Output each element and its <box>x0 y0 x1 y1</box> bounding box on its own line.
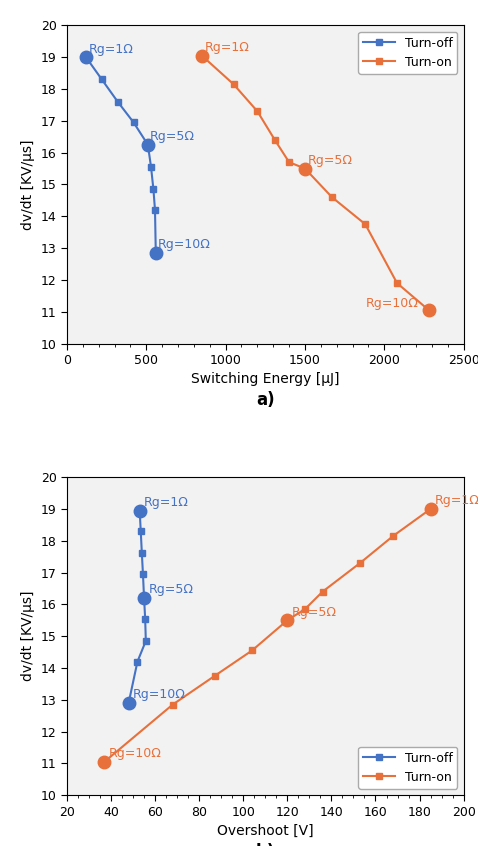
Turn-on <box>320 586 326 596</box>
Text: Rg=1Ω: Rg=1Ω <box>89 42 134 56</box>
Text: Rg=1Ω: Rg=1Ω <box>205 41 250 54</box>
Turn-off <box>148 162 154 172</box>
Text: Rg=10Ω: Rg=10Ω <box>365 297 418 310</box>
Turn-on <box>302 604 308 614</box>
Turn-off <box>99 74 105 85</box>
Line: Turn-on: Turn-on <box>199 52 432 313</box>
Turn-on <box>286 157 292 168</box>
Turn-on <box>426 305 432 316</box>
Turn-off <box>137 505 142 515</box>
Turn-on <box>362 219 368 229</box>
Turn-on <box>231 80 237 90</box>
Turn-off <box>143 636 149 646</box>
Turn-on <box>101 757 107 767</box>
Turn-on <box>272 135 278 145</box>
Turn-on <box>390 531 396 541</box>
Turn-on <box>302 163 308 173</box>
Turn-on <box>212 671 217 681</box>
Legend: Turn-off, Turn-on: Turn-off, Turn-on <box>358 31 457 74</box>
Text: Rg=1Ω: Rg=1Ω <box>144 496 189 509</box>
Turn-off <box>130 118 136 128</box>
Line: Turn-off: Turn-off <box>126 508 149 706</box>
X-axis label: Overshoot [V]: Overshoot [V] <box>217 824 314 838</box>
Line: Turn-on: Turn-on <box>102 506 434 765</box>
Turn-on <box>428 504 434 514</box>
Turn-on <box>199 51 205 61</box>
Turn-on <box>249 645 255 656</box>
Turn-on <box>394 278 400 288</box>
Turn-off <box>153 248 159 258</box>
Turn-off <box>141 593 147 603</box>
Line: Turn-off: Turn-off <box>83 54 159 255</box>
Turn-off <box>115 96 120 107</box>
Turn-on <box>329 192 335 202</box>
Turn-off <box>126 698 131 708</box>
Text: Rg=5Ω: Rg=5Ω <box>150 130 195 143</box>
Text: Rg=5Ω: Rg=5Ω <box>308 154 353 167</box>
Turn-on <box>170 700 175 710</box>
X-axis label: Switching Energy [μJ]: Switching Energy [μJ] <box>191 372 339 387</box>
Y-axis label: dv/dt [KV/μs]: dv/dt [KV/μs] <box>21 140 35 230</box>
Legend: Turn-off, Turn-on: Turn-off, Turn-on <box>358 747 457 789</box>
Turn-off <box>83 52 89 63</box>
Turn-off <box>151 184 156 195</box>
Turn-off <box>135 656 141 667</box>
Turn-off <box>139 548 145 558</box>
Turn-on <box>284 615 290 625</box>
Turn-off <box>140 569 146 580</box>
Text: Rg=10Ω: Rg=10Ω <box>109 747 162 761</box>
Text: Rg=5Ω: Rg=5Ω <box>292 606 337 618</box>
Text: Rg=10Ω: Rg=10Ω <box>158 239 211 251</box>
Text: b): b) <box>256 843 275 846</box>
Turn-on <box>357 558 363 568</box>
Text: Rg=5Ω: Rg=5Ω <box>149 584 194 596</box>
Turn-on <box>254 107 260 117</box>
Text: Rg=1Ω: Rg=1Ω <box>435 494 478 508</box>
Turn-off <box>152 205 158 215</box>
Text: a): a) <box>256 391 274 409</box>
Turn-off <box>138 526 143 536</box>
Turn-off <box>142 613 148 624</box>
Y-axis label: dv/dt [KV/μs]: dv/dt [KV/μs] <box>21 591 35 681</box>
Text: Rg=10Ω: Rg=10Ω <box>133 689 186 701</box>
Turn-off <box>145 140 151 150</box>
